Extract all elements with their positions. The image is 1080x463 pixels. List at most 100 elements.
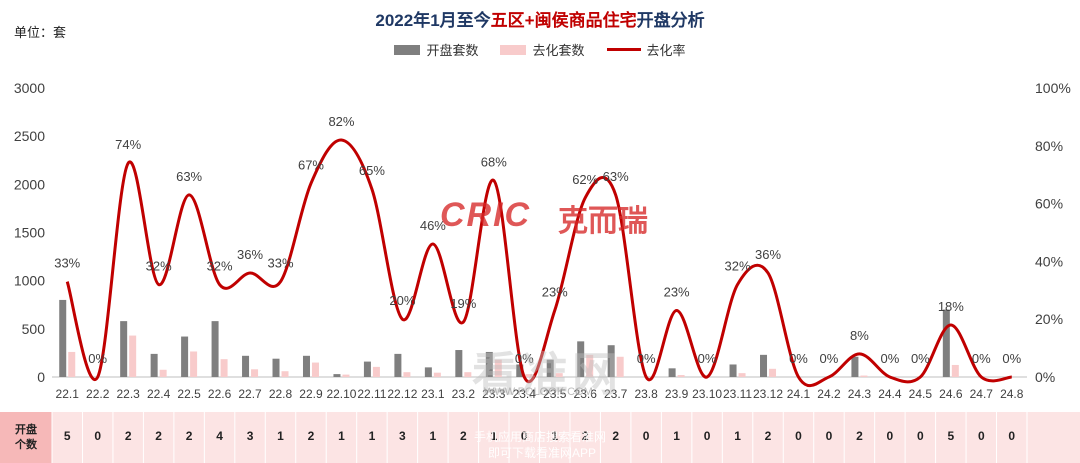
rate-data-label: 32% [146,259,172,274]
table-cell: 0 [795,429,802,443]
rate-data-label: 68% [481,154,507,169]
rate-data-label: 63% [176,169,202,184]
bar-open [424,367,432,377]
rate-data-label: 18% [938,299,964,314]
unit-label: 单位：套 [14,25,67,40]
table-cell: 1 [277,429,284,443]
rate-data-label: 23% [542,285,568,300]
rate-line [65,138,1012,388]
table-cell: 0 [94,429,101,443]
legend-sold: 去化套数 [500,40,585,59]
table-cell: 0 [978,429,985,443]
legend-sold-swatch [500,44,527,55]
bar-open [546,359,554,377]
y-left-tick-label: 1000 [14,273,45,289]
table-cell: 0 [917,429,924,443]
bar-open [302,355,310,377]
bar-sold [281,371,289,377]
legend-open: 开盘套数 [394,40,478,59]
bar-sold [129,335,137,377]
bar-sold [372,366,380,377]
table-cell: 2 [155,429,162,443]
rate-data-label: 0% [880,351,899,366]
bar-open [363,361,371,377]
rate-data-label: 32% [207,259,233,274]
table-cell: 2 [186,429,193,443]
table-cell: 1 [369,429,376,443]
rate-data-label: 0% [515,351,534,366]
bar-sold [190,351,198,377]
table-header-line1: 开盘 [15,422,37,436]
rate-data-label: 0% [88,351,107,366]
watermark-line1: 手机应用商店搜索看准网 [474,430,607,444]
y-right-tick-label: 40% [1035,253,1063,269]
bar-sold [220,359,228,377]
legend-rate-swatch [606,48,641,51]
table-cell: 1 [551,429,558,443]
bar-open [577,341,585,377]
bar-open [668,368,676,377]
y-left-tick-label: 2000 [14,176,45,192]
bar-sold [555,373,563,377]
bar-sold [251,369,259,377]
x-tick-label: 23.9 [665,387,689,401]
rate-data-label: 65% [359,163,385,178]
bar-open [455,350,463,377]
x-tick-label: 23.7 [604,387,628,401]
bar-sold [68,351,76,377]
bar-open [516,364,524,377]
rate-data-label: 0% [698,351,717,366]
table-cell: 4 [216,429,223,443]
y-right-tick-label: 100% [1035,80,1071,96]
y-right-tick-label: 60% [1035,196,1063,212]
bar-open [181,336,189,377]
table-cell: 0 [643,429,650,443]
rate-data-label: 67% [298,157,324,172]
x-tick-label: 24.7 [970,387,994,401]
x-tick-label: 22.2 [86,387,110,401]
legend-rate: 去化率 [606,40,686,59]
table-cell: 2 [856,429,863,443]
table-cell: 2 [765,429,772,443]
y-left-tick-label: 0 [37,369,45,385]
x-tick-label: 23.6 [574,387,598,401]
watermark-cric: CRIC [440,196,532,234]
rate-data-label: 36% [755,247,781,262]
bar-sold [951,364,959,377]
watermark-line2: 即可下载看准网APP [488,446,597,460]
table-cell: 0 [887,429,894,443]
x-tick-label: 23.10 [692,387,722,401]
bar-open [607,345,615,377]
rate-data-label: 36% [237,247,263,262]
bar-sold [159,369,167,377]
bar-sold [616,356,624,377]
bar-open [272,358,280,377]
x-tick-label: 22.11 [357,387,386,401]
bar-sold [769,368,777,377]
table-cell: 0 [521,429,528,443]
x-tick-label: 23.3 [482,387,506,401]
table-cell: 2 [582,429,589,443]
legend-open-swatch [394,44,421,55]
x-tick-label: 24.5 [909,387,933,401]
x-tick-label: 24.3 [848,387,872,401]
x-tick-label: 22.9 [299,387,323,401]
x-tick-label: 24.6 [939,387,963,401]
table-cell: 0 [704,429,711,443]
table-cell: 5 [947,429,954,443]
bar-sold [311,362,319,377]
bar-sold [738,373,746,377]
rate-data-label: 23% [664,285,690,300]
watermark-site: 看准网 [472,348,622,400]
y-left-tick-label: 3000 [14,80,45,96]
x-tick-label: 22.5 [177,387,201,401]
y-right-tick-label: 80% [1035,138,1063,154]
rate-data-label: 20% [389,293,415,308]
x-tick-label: 22.7 [238,387,262,401]
table-header-cell [0,412,52,463]
x-tick-label: 22.3 [116,387,140,401]
x-tick-label: 23.11 [723,387,752,401]
rate-data-label: 0% [789,351,808,366]
rate-data-label: 0% [1002,351,1021,366]
table-cell: 2 [612,429,619,443]
